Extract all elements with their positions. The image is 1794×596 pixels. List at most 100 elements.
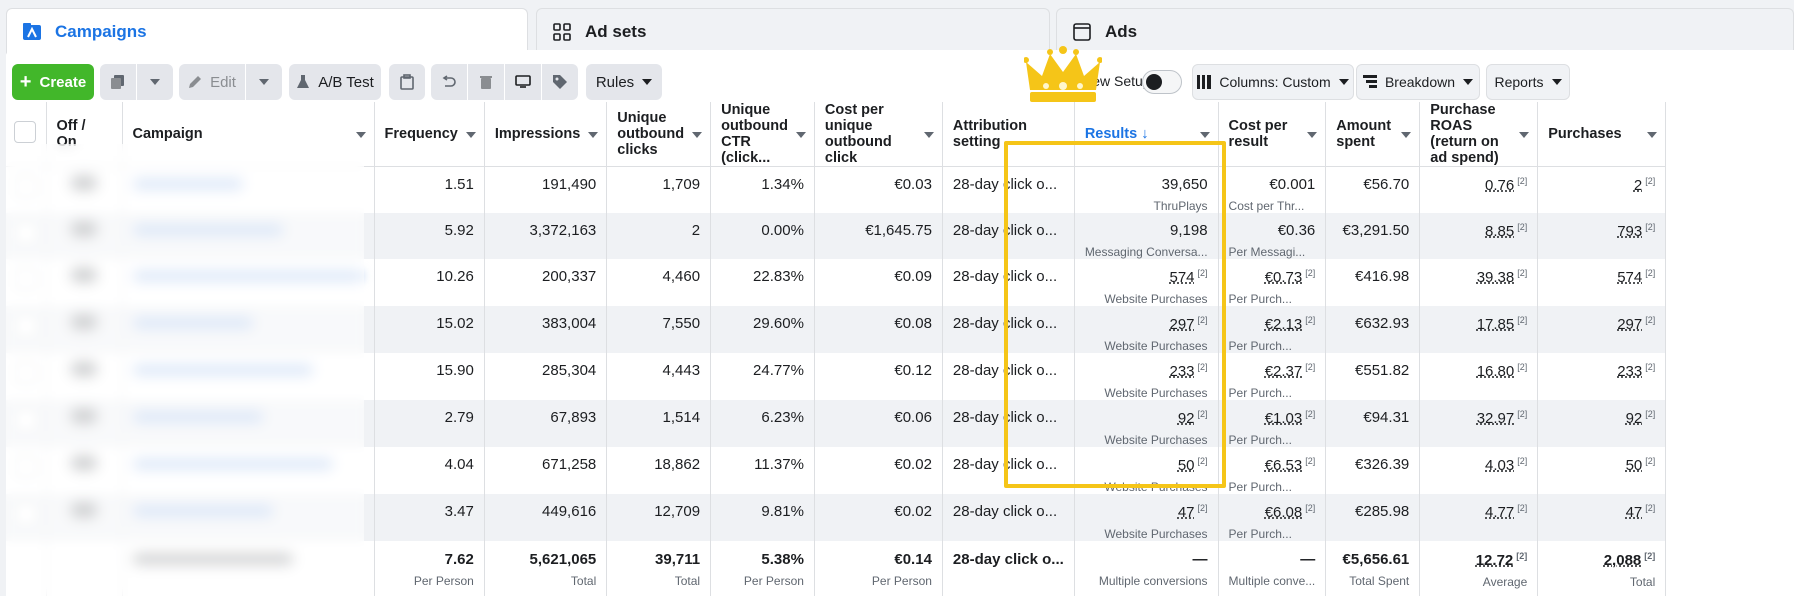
header-purchases[interactable]: Purchases xyxy=(1537,102,1667,167)
cell-cost-per-result: €0.36 xyxy=(1277,222,1316,239)
table-row[interactable]: 3.47 449,616 12,709 9.81% €0.02 28-day click … xyxy=(6,494,1667,541)
sort-arrow-icon[interactable] xyxy=(1647,132,1658,138)
cell-unique-outbound-ctr: 1.34% xyxy=(761,176,804,193)
header-off-on[interactable]: Off / On xyxy=(46,102,123,167)
campaign-name-redacted[interactable] xyxy=(132,506,273,516)
sort-arrow-icon[interactable] xyxy=(1401,132,1412,138)
table-row[interactable]: 1.51 191,490 1,709 1.34% €0.03 28-day click o… xyxy=(6,166,1667,213)
campaign-name-redacted[interactable] xyxy=(132,459,333,469)
tab-campaigns[interactable]: Campaigns xyxy=(6,8,528,54)
cell-purchases: 233 xyxy=(1617,363,1643,380)
undo-button[interactable] xyxy=(431,64,467,100)
campaign-toggle-redacted[interactable] xyxy=(71,176,97,190)
total-results: — xyxy=(1192,551,1208,568)
row-checkbox[interactable] xyxy=(14,503,37,525)
select-all-header[interactable] xyxy=(6,102,47,167)
header-row: Off / On Campaign Frequency Impressions … xyxy=(6,102,1667,167)
swap-button[interactable] xyxy=(505,64,541,100)
chevron-down-icon xyxy=(1338,79,1349,85)
duplicate-icon xyxy=(111,75,124,89)
table-row[interactable]: 5.92 3,372,163 2 0.00% €1,645.75 28-day click… xyxy=(6,213,1667,259)
campaign-toggle-redacted[interactable] xyxy=(71,222,97,236)
header-impressions[interactable]: Impressions xyxy=(484,102,608,167)
campaign-name-redacted[interactable] xyxy=(132,225,283,235)
header-unique-outbound-ctr[interactable]: Unique outbound CTR (click... xyxy=(710,102,815,167)
header-results[interactable]: Results ↓ xyxy=(1074,102,1219,167)
cell-results: 92 xyxy=(1177,410,1195,427)
cell-purchase-roas: 16.80 xyxy=(1476,363,1515,380)
cell-cost-per-result: €6.08 xyxy=(1264,504,1303,521)
toolbar: + Create Edit A/B Test xyxy=(6,58,1794,100)
edit-button[interactable]: Edit xyxy=(179,64,245,100)
campaign-toggle-redacted[interactable] xyxy=(71,456,97,470)
campaign-name-redacted[interactable] xyxy=(132,271,363,281)
delete-button[interactable] xyxy=(468,64,504,100)
campaign-toggle-redacted[interactable] xyxy=(71,268,97,282)
header-purchase-roas[interactable]: Purchase ROAS (return on ad spend) xyxy=(1419,102,1539,167)
row-checkbox[interactable] xyxy=(14,456,37,478)
table-row[interactable]: 10.26 200,337 4,460 22.83% €0.09 28-day click… xyxy=(6,259,1667,306)
header-cost-per-result[interactable]: Cost per result xyxy=(1218,102,1327,167)
total-spent: €5,656.61 xyxy=(1342,551,1410,568)
view-setup-toggle[interactable] xyxy=(1142,70,1182,94)
tab-ads[interactable]: Ads xyxy=(1056,8,1794,54)
header-frequency[interactable]: Frequency xyxy=(374,102,485,167)
chevron-down-icon xyxy=(642,79,653,85)
tab-ad-sets[interactable]: Ad sets xyxy=(536,8,1050,54)
header-campaign[interactable]: Campaign xyxy=(122,102,375,167)
sort-arrow-icon[interactable] xyxy=(1307,132,1318,138)
row-checkbox[interactable] xyxy=(14,409,37,431)
campaign-name-redacted[interactable] xyxy=(132,318,253,328)
rules-button[interactable]: Rules xyxy=(586,64,662,100)
table-row[interactable]: 4.04 671,258 18,862 11.37% €0.02 28-day click… xyxy=(6,447,1667,494)
header-attribution-setting[interactable]: Attribution setting xyxy=(942,102,1075,167)
sort-arrow-icon[interactable] xyxy=(1199,132,1210,138)
sort-arrow-icon[interactable] xyxy=(923,132,934,138)
campaigns-table: Off / On Campaign Frequency Impressions … xyxy=(6,102,1667,596)
campaign-name-redacted[interactable] xyxy=(132,412,263,422)
row-checkbox[interactable] xyxy=(14,362,37,384)
row-checkbox[interactable] xyxy=(14,176,37,198)
breakdown-button[interactable]: Breakdown xyxy=(1356,64,1480,100)
campaign-name-redacted[interactable] xyxy=(132,179,243,189)
duplicate-button[interactable] xyxy=(100,64,136,100)
row-checkbox[interactable] xyxy=(14,268,37,290)
row-checkbox[interactable] xyxy=(14,222,37,244)
campaign-toggle-redacted[interactable] xyxy=(71,503,97,517)
table-row[interactable]: 15.90 285,304 4,443 24.77% €0.12 28-day click… xyxy=(6,353,1667,400)
campaign-name-redacted[interactable] xyxy=(132,365,313,375)
tag-button[interactable] xyxy=(542,64,578,100)
campaign-toggle-redacted[interactable] xyxy=(71,315,97,329)
campaign-toggle-redacted[interactable] xyxy=(71,362,97,376)
sort-arrow-icon[interactable] xyxy=(1519,132,1530,138)
sort-arrow-icon[interactable] xyxy=(465,132,476,138)
campaign-toggle-redacted[interactable] xyxy=(71,409,97,423)
table-row[interactable]: 15.02 383,004 7,550 29.60% €0.08 28-day click… xyxy=(6,306,1667,353)
header-amount-spent[interactable]: Amount spent xyxy=(1325,102,1421,167)
header-cost-per-unique-outbound-click[interactable]: Cost per unique outbound click xyxy=(814,102,943,167)
cell-purchase-roas: 39.38 xyxy=(1476,269,1515,286)
table-row[interactable]: 2.79 67,893 1,514 6.23% €0.06 28-day click o.… xyxy=(6,400,1667,447)
edit-dropdown[interactable] xyxy=(246,64,282,100)
row-checkbox[interactable] xyxy=(14,315,37,337)
plus-icon: + xyxy=(19,71,32,93)
clipboard-button[interactable] xyxy=(389,64,425,100)
total-attribution: 28-day click o... xyxy=(952,551,1064,568)
duplicate-dropdown[interactable] xyxy=(137,64,173,100)
sort-arrow-icon[interactable] xyxy=(355,132,366,138)
create-button[interactable]: + Create xyxy=(12,64,94,100)
reports-button[interactable]: Reports xyxy=(1486,64,1570,100)
select-all-checkbox[interactable] xyxy=(14,121,36,143)
columns-button[interactable]: Columns: Custom xyxy=(1192,64,1354,100)
cell-results: 39,650 xyxy=(1161,176,1208,193)
header-unique-outbound-clicks[interactable]: Unique outbound clicks xyxy=(606,102,712,167)
cell-cost-per-result: €2.37 xyxy=(1264,363,1303,380)
sort-arrow-icon[interactable] xyxy=(692,132,703,138)
sort-arrow-icon[interactable] xyxy=(795,132,806,138)
ab-test-button[interactable]: A/B Test xyxy=(289,64,381,100)
cell-attribution: 28-day click o... xyxy=(952,176,1058,193)
tab-label: Ads xyxy=(1105,21,1138,41)
sort-arrow-icon[interactable] xyxy=(588,132,599,138)
cell-cost-per-result: €0.001 xyxy=(1269,176,1316,193)
swap-icon xyxy=(515,75,531,88)
